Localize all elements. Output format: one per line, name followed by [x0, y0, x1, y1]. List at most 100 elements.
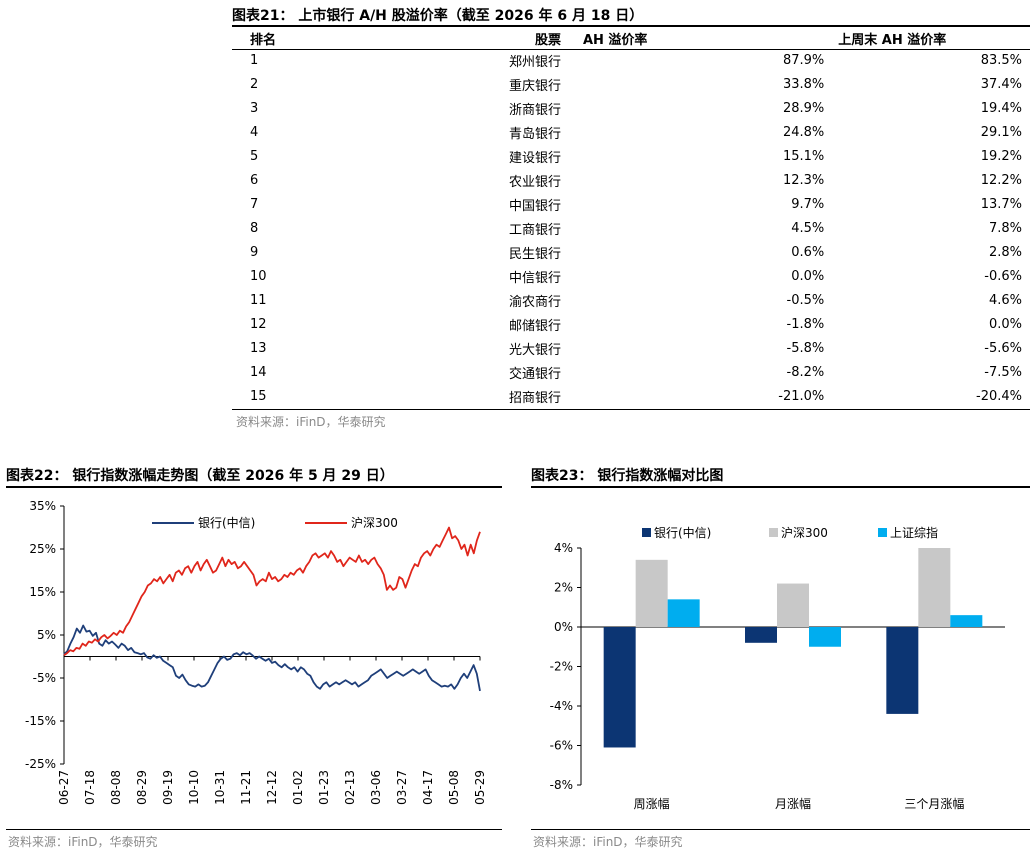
table-row: 10 中信银行 0.0% -0.6%	[232, 264, 1030, 288]
cell-last-week-ah-premium: 0.0%	[988, 316, 1022, 332]
cell-stock: 浙商银行	[508, 102, 561, 118]
x-tick-label: 08-08	[109, 770, 123, 805]
cell-stock: 民生银行	[508, 246, 561, 262]
legend-bank-citic-label: 银行(中信)	[654, 525, 711, 540]
cell-last-week-ah-premium: 4.6%	[988, 292, 1022, 308]
header-stock: 股票	[534, 32, 561, 48]
cell-last-week-ah-premium: 7.8%	[988, 220, 1022, 236]
y-tick-label: -25%	[25, 757, 56, 771]
series-line-bank-citic	[63, 624, 481, 692]
cell-last-week-ah-premium: 83.5%	[980, 52, 1022, 68]
category-label: 三个月涨幅	[904, 796, 964, 811]
fig21-top-rule	[232, 25, 1030, 27]
cell-stock: 光大银行	[508, 342, 561, 358]
table-row: 1 郑州银行 87.9% 83.5%	[232, 48, 1030, 72]
y-tick-label: 0%	[554, 620, 573, 634]
category-label: 周涨幅	[634, 796, 670, 811]
x-tick-label: 06-27	[57, 770, 71, 805]
cell-rank: 2	[250, 76, 259, 92]
legend-csi300-label: 沪深300	[781, 526, 828, 540]
y-tick-label: 35%	[29, 499, 56, 513]
y-tick-label: 4%	[554, 541, 573, 555]
table-row: 12 邮储银行 -1.8% 0.0%	[232, 312, 1030, 336]
cell-ah-premium: -1.8%	[786, 316, 825, 332]
bank-index-trend-chart: 35% 25% 15% 5% -5% -15% -25%06-27 07-18 08-08 08-…	[25, 499, 487, 805]
cell-ah-premium: -0.5%	[786, 292, 825, 308]
fig23-top-rule	[531, 486, 1030, 488]
table-row: 15 招商银行 -21.0% -20.4%	[232, 384, 1030, 408]
bar-csi300	[777, 583, 809, 627]
cell-ah-premium: 0.6%	[791, 244, 825, 260]
cell-last-week-ah-premium: -0.6%	[984, 268, 1022, 284]
cell-stock: 青岛银行	[508, 126, 561, 142]
cell-ah-premium: 15.1%	[782, 148, 825, 164]
x-tick-label: 03-27	[395, 770, 409, 805]
cell-rank: 14	[250, 364, 267, 380]
cell-rank: 13	[250, 340, 267, 356]
cell-ah-premium: 12.3%	[782, 172, 825, 188]
cell-last-week-ah-premium: 2.8%	[988, 244, 1022, 260]
x-tick-label: 07-18	[83, 770, 97, 805]
table-row: 9 民生银行 0.6% 2.8%	[232, 240, 1030, 264]
fig23-source: 资料来源：iFinD，华泰研究	[533, 835, 683, 849]
fig22-title: 图表22： 银行指数涨幅走势图（截至 2026 年 5 月 29 日）	[6, 468, 394, 484]
table-row: 3 浙商银行 28.9% 19.4%	[232, 96, 1030, 120]
bar-bank-citic	[745, 627, 777, 643]
cell-rank: 8	[250, 220, 259, 236]
cell-stock: 工商银行	[508, 222, 561, 238]
table-row: 4 青岛银行 24.8% 29.1%	[232, 120, 1030, 144]
legend-label-bank-citic: 银行(中信)	[198, 515, 255, 530]
bar-sse-composite	[950, 615, 983, 627]
legend-csi300-swatch	[769, 528, 778, 537]
table-header-row: 排名 股票 AH 溢价率 上周末 AH 溢价率	[232, 28, 1030, 48]
cell-ah-premium: 4.5%	[791, 220, 825, 236]
cell-stock: 中国银行	[508, 198, 561, 214]
legend-sse-composite-swatch	[878, 528, 887, 537]
table-row: 7 中国银行 9.7% 13.7%	[232, 192, 1030, 216]
cell-last-week-ah-premium: 12.2%	[980, 172, 1022, 188]
header-ah-premium: AH 溢价率	[582, 32, 648, 48]
fig21-header-rule	[232, 49, 1030, 50]
table-body: 1 郑州银行 87.9% 83.5% 2 重庆银行 33.8% 37.4% 3 浙商银行 28.9%…	[232, 48, 1030, 408]
table-row: 6 农业银行 12.3% 12.2%	[232, 168, 1030, 192]
table-row: 8 工商银行 4.5% 7.8%	[232, 216, 1030, 240]
fig23-bottom-rule	[531, 829, 1030, 830]
x-tick-label: 03-06	[369, 770, 383, 805]
cell-last-week-ah-premium: -20.4%	[976, 388, 1022, 404]
y-tick-label: -8%	[550, 778, 573, 792]
cell-last-week-ah-premium: 37.4%	[980, 76, 1022, 92]
y-tick-label: -5%	[33, 671, 56, 685]
cell-rank: 5	[250, 148, 259, 164]
cell-stock: 邮储银行	[508, 318, 561, 334]
y-tick-label: -6%	[550, 739, 573, 753]
cell-ah-premium: 9.7%	[791, 196, 825, 212]
cell-rank: 3	[250, 100, 259, 116]
x-tick-label: 12-12	[265, 770, 279, 805]
cell-stock: 招商银行	[508, 390, 561, 406]
y-tick-label: -2%	[550, 660, 573, 674]
fig21-bottom-rule	[232, 409, 1030, 410]
cell-stock: 郑州银行	[508, 54, 561, 70]
cell-rank: 10	[250, 268, 267, 284]
cell-stock: 农业银行	[508, 174, 561, 190]
x-tick-label: 04-17	[421, 770, 435, 805]
cell-ah-premium: 0.0%	[791, 268, 825, 284]
bar-csi300	[918, 548, 951, 627]
cell-rank: 7	[250, 196, 259, 212]
fig21-title: 图表21： 上市银行 A/H 股溢价率（截至 2026 年 6 月 18 日）	[232, 8, 644, 24]
y-tick-label: 15%	[29, 585, 56, 599]
y-tick-label: -15%	[25, 714, 56, 728]
fig22-bottom-rule	[6, 829, 502, 830]
cell-stock: 重庆银行	[508, 78, 561, 94]
cell-last-week-ah-premium: -5.6%	[984, 340, 1022, 356]
fig22-top-rule	[6, 486, 502, 488]
x-tick-label: 01-23	[317, 770, 331, 805]
cell-last-week-ah-premium: 13.7%	[980, 196, 1022, 212]
x-tick-label: 05-08	[447, 770, 461, 805]
cell-ah-premium: 28.9%	[782, 100, 825, 116]
cell-last-week-ah-premium: 29.1%	[980, 124, 1022, 140]
table-row: 5 建设银行 15.1% 19.2%	[232, 144, 1030, 168]
y-tick-label: 25%	[29, 542, 56, 556]
table-row: 14 交通银行 -8.2% -7.5%	[232, 360, 1030, 384]
bank-index-comparison-chart: 4% 2% 0% -2% -4% -6% -8% 周涨幅 月涨幅 三个月涨幅 银行(中信) 沪深300…	[550, 525, 1005, 811]
